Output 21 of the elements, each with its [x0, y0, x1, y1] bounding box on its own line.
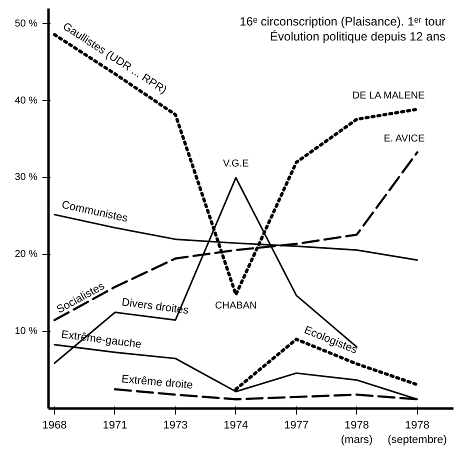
x-tick-label: 1968: [42, 420, 67, 432]
x-tick-label: 1971: [102, 420, 128, 432]
text: Divers droites: [120, 296, 190, 317]
text: Extrême droite: [120, 373, 194, 392]
y-tick-label: 10 %: [14, 326, 38, 338]
x-tick-label: 1978 (septembre): [388, 420, 447, 446]
x-tick-label: 1974: [224, 420, 248, 432]
y-tick-label: 30 %: [14, 172, 38, 184]
text: Évolution politique depuis 12 ans: [270, 30, 446, 44]
annotation: DE LA MALENE: [352, 90, 426, 102]
annotation: V.G.E: [223, 158, 250, 170]
x-tick-label: 1978 (mars): [340, 420, 373, 446]
y-tick-label: 40 %: [14, 95, 38, 106]
y-tick-label: 50 %: [14, 18, 38, 30]
y-tick-label: 20 %: [14, 249, 38, 260]
annotation: CHABAN: [215, 300, 257, 312]
text: 16ᵉ circonscription (Plaisance). 1ᵉʳ tour: [240, 14, 446, 28]
x-tick-label: 1973: [163, 420, 188, 432]
annotation: E. AVICE: [384, 133, 426, 144]
text: Extrême-gauche: [60, 328, 142, 351]
x-tick-label: 1977: [284, 420, 309, 432]
